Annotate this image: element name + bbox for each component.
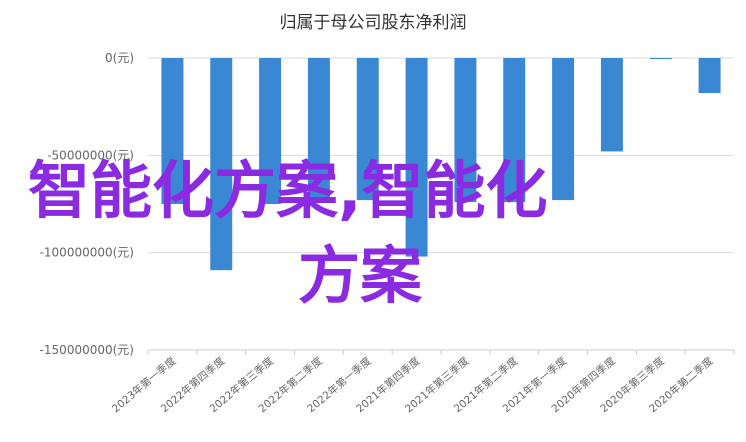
bar [161, 58, 184, 204]
x-axis: 2023年第一季度2022年第四季度2022年第三季度2022年第二季度2022… [109, 349, 735, 415]
bar [259, 58, 282, 204]
watermark-line-1: 智能化方案,智能化 [28, 154, 548, 227]
bar [307, 58, 330, 201]
y-tick-label: 0(元) [105, 51, 134, 65]
y-axis: 0(元) -50000000(元) -100000000(元) -150000000(… [40, 51, 134, 357]
bar [649, 58, 672, 59]
watermark-line-2: 方案 [298, 239, 423, 312]
bar [552, 58, 575, 201]
y-tick-label: -150000000(元) [40, 343, 134, 357]
chart-title: 归属于母公司股东净利润 [280, 13, 467, 33]
bars [161, 58, 721, 271]
bar [503, 58, 526, 203]
bar [698, 58, 721, 94]
bar [600, 58, 623, 152]
y-tick-label: -50000000(元) [47, 148, 134, 162]
bar [405, 58, 428, 257]
bar [356, 58, 379, 201]
bar [454, 58, 477, 203]
y-tick-label: -100000000(元) [40, 246, 134, 260]
bar [210, 58, 233, 271]
